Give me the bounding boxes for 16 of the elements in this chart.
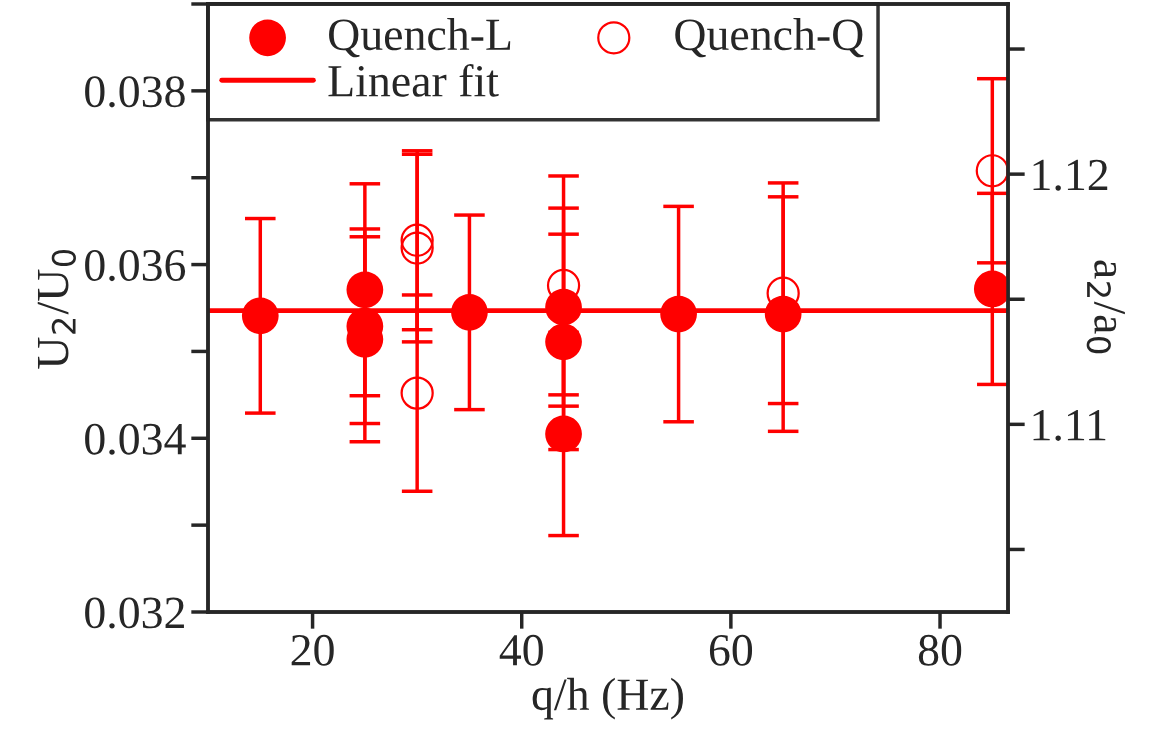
x-tick-label: 40 [499,634,543,666]
x-tick-label: 60 [709,634,753,666]
y-tick-label: 0.038 [85,76,185,108]
legend-label: Linear fit [328,63,499,97]
y-tick-label: 0.034 [85,423,186,455]
y-axis-title: U$_{2}$/U$_{0}$ [37,249,76,369]
y2-axis-title: a$_{2}$/a$_{0}$ [1086,260,1125,354]
y-tick-label: 0.036 [85,249,186,282]
legend-label: Quench-Q [675,18,864,58]
y2-tick-label: 1.12 [1033,159,1108,191]
x-tick-label: 20 [291,634,334,666]
legend-label: Quench-L [329,18,511,58]
x-tick-label: 80 [918,634,962,666]
x-axis-title: q/h (Hz) [532,677,683,720]
y2-tick-label: 1.11 [1033,409,1106,441]
y-tick-label: 0.032 [85,597,184,629]
